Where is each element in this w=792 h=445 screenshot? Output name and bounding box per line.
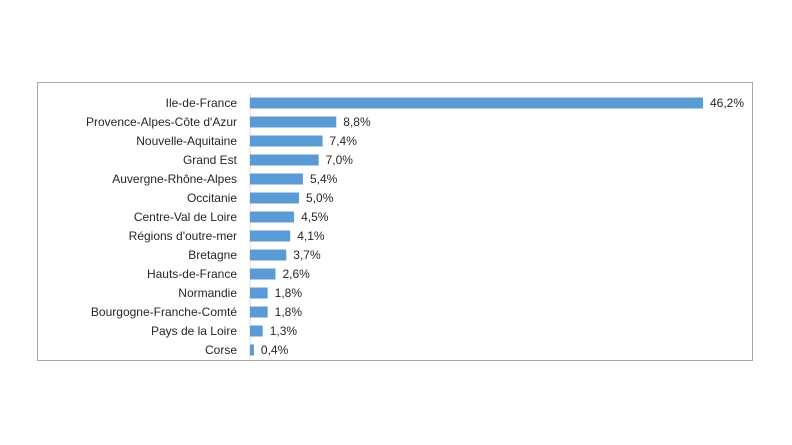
- category-label: Normandie: [178, 286, 237, 300]
- category-label: Ile-de-France: [166, 96, 238, 110]
- category-label: Régions d'outre-mer: [129, 229, 237, 243]
- bar: [250, 287, 268, 299]
- category-label: Occitanie: [187, 191, 237, 205]
- bar: [250, 211, 295, 223]
- data-label: 4,5%: [301, 210, 329, 224]
- category-label: Centre-Val de Loire: [134, 210, 237, 224]
- data-label: 7,4%: [330, 134, 358, 148]
- data-label: 5,4%: [310, 172, 338, 186]
- category-label: Grand Est: [183, 153, 238, 167]
- bar: [250, 154, 319, 166]
- bar: [250, 230, 291, 242]
- bar: [250, 192, 300, 204]
- bar: [250, 135, 323, 147]
- category-label: Nouvelle-Aquitaine: [136, 134, 237, 148]
- bar: [250, 344, 254, 356]
- bar: [250, 249, 287, 261]
- category-label: Auvergne-Rhône-Alpes: [112, 172, 237, 186]
- category-label: Provence-Alpes-Côte d'Azur: [86, 115, 237, 129]
- category-label: Pays de la Loire: [151, 324, 237, 338]
- data-label: 1,3%: [270, 324, 298, 338]
- bar: [250, 116, 337, 128]
- data-label: 1,8%: [275, 286, 303, 300]
- category-label: Corse: [205, 343, 237, 357]
- data-label: 8,8%: [343, 115, 371, 129]
- bar: [250, 306, 268, 318]
- data-label: 2,6%: [282, 267, 310, 281]
- data-label: 4,1%: [297, 229, 325, 243]
- data-label: 5,0%: [306, 191, 334, 205]
- bar: [250, 268, 276, 280]
- bar: [250, 325, 263, 337]
- bar: [250, 97, 703, 109]
- data-label: 0,4%: [261, 343, 289, 357]
- data-label: 1,8%: [275, 305, 303, 319]
- data-label: 46,2%: [710, 96, 744, 110]
- category-label: Bretagne: [188, 248, 237, 262]
- bar-chart: Ile-de-France 46,2% Provence-Alpes-Côte d'…: [86, 93, 744, 360]
- data-label: 3,7%: [293, 248, 321, 262]
- chart-frame: Ile-de-France 46,2% Provence-Alpes-Côte d'…: [37, 82, 753, 361]
- bar: [250, 173, 303, 185]
- data-label: 7,0%: [326, 153, 354, 167]
- category-label: Bourgogne-Franche-Comté: [91, 305, 237, 319]
- category-label: Hauts-de-France: [147, 267, 237, 281]
